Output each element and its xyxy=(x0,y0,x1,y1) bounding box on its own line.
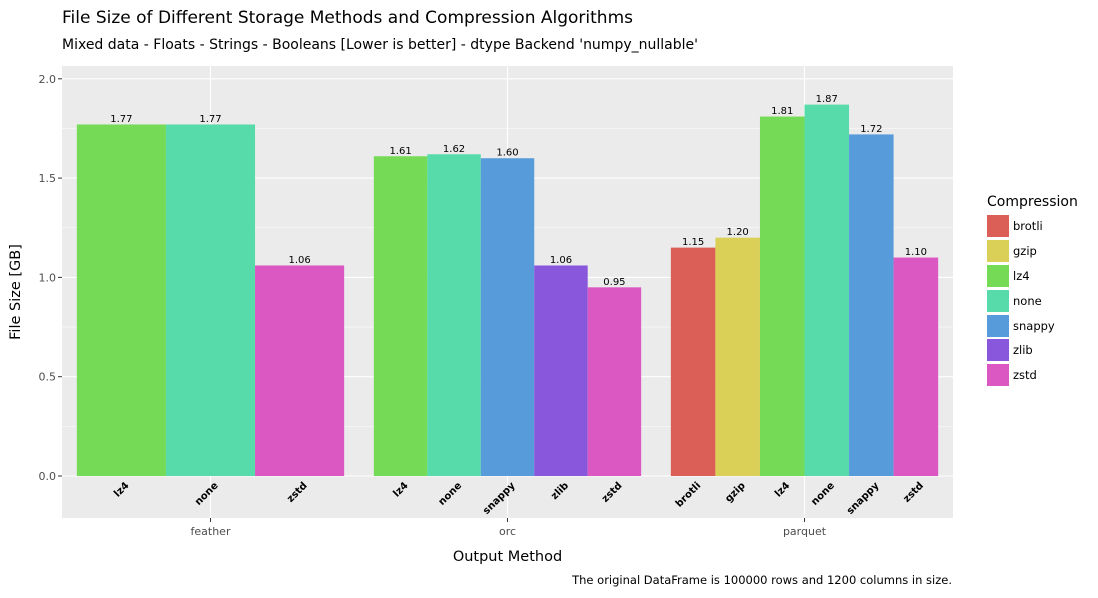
legend-items: brotli gzip lz4 none snappy zlib zstd xyxy=(987,214,1078,388)
legend-label: brotli xyxy=(1013,219,1043,234)
bar-value-label: 1.10 xyxy=(905,247,927,258)
legend-label: snappy xyxy=(1013,318,1055,333)
bar-value-label: 1.72 xyxy=(860,124,882,135)
bar-feather-lz4 xyxy=(76,124,166,476)
chart-caption: The original DataFrame is 100000 rows an… xyxy=(572,573,952,587)
legend-item-brotli: brotli xyxy=(987,214,1078,239)
legend-item-gzip: gzip xyxy=(987,239,1078,264)
legend-item-lz4: lz4 xyxy=(987,264,1078,289)
bar-orc-zlib xyxy=(534,265,588,476)
bar-value-label: 1.60 xyxy=(496,148,518,159)
legend-swatch xyxy=(987,339,1009,362)
bar-parquet-lz4 xyxy=(759,116,805,476)
bar-value-label: 0.95 xyxy=(603,277,625,288)
bar-value-label: 1.20 xyxy=(727,227,749,238)
y-tick-label: 1.5 xyxy=(39,172,57,185)
legend-label: gzip xyxy=(1013,244,1037,259)
bar-feather-zstd xyxy=(255,265,345,476)
bar-parquet-brotli xyxy=(670,247,716,476)
bar-parquet-gzip xyxy=(715,237,760,476)
x-axis-label: Output Method xyxy=(453,549,562,565)
legend-swatch xyxy=(987,264,1009,287)
bar-orc-snappy xyxy=(480,158,535,477)
bar-value-label: 1.81 xyxy=(771,106,793,117)
bar-orc-zstd xyxy=(587,287,642,476)
legend-swatch xyxy=(987,215,1009,238)
bars xyxy=(76,104,939,477)
bar-parquet-zstd xyxy=(893,257,939,476)
bar-value-label: 1.06 xyxy=(550,255,572,266)
bar-value-label: 1.77 xyxy=(199,114,221,125)
bar-parquet-snappy xyxy=(849,134,894,476)
legend-label: lz4 xyxy=(1013,268,1030,283)
value-labels: 1.77 1.77 1.06 1.61 1.62 1.60 1.06 0.95 1.15 1.20… xyxy=(110,94,927,288)
bar-orc-lz4 xyxy=(373,156,428,476)
bar-value-label: 1.06 xyxy=(288,255,310,266)
chart-title: File Size of Different Storage Methods a… xyxy=(62,8,633,28)
bar-feather-none xyxy=(165,124,256,476)
bar-orc-none xyxy=(427,154,481,476)
legend-swatch xyxy=(987,314,1009,337)
bar-value-label: 1.87 xyxy=(816,94,838,105)
bar-value-label: 1.61 xyxy=(389,146,411,157)
legend-swatch xyxy=(987,289,1009,312)
legend-item-snappy: snappy xyxy=(987,313,1078,338)
x-axis: feather orc parquet xyxy=(191,518,827,538)
y-tick-label: 2.0 xyxy=(39,73,57,86)
x-tick-label: parquet xyxy=(783,525,827,538)
legend-label: zstd xyxy=(1013,368,1037,383)
bar-parquet-none xyxy=(804,104,850,477)
legend-swatch xyxy=(987,364,1009,387)
y-tick-label: 0.5 xyxy=(39,371,57,384)
legend-swatch xyxy=(987,240,1009,263)
legend: Compression brotli gzip lz4 none snappy zlib z… xyxy=(987,194,1078,388)
legend-label: zlib xyxy=(1013,343,1033,358)
y-axis-label: File Size [GB] xyxy=(8,244,24,340)
bar-value-label: 1.62 xyxy=(443,144,465,155)
y-axis: 0.0 0.5 1.0 1.5 2.0 xyxy=(39,73,62,483)
bar-value-label: 1.77 xyxy=(110,114,132,125)
legend-title: Compression xyxy=(987,194,1078,210)
legend-item-none: none xyxy=(987,288,1078,313)
x-tick-label: orc xyxy=(499,525,516,538)
x-tick-label: feather xyxy=(191,525,231,538)
bar-value-label: 1.15 xyxy=(682,237,704,248)
y-tick-label: 1.0 xyxy=(39,271,57,284)
legend-item-zlib: zlib xyxy=(987,338,1078,363)
y-tick-label: 0.0 xyxy=(39,470,57,483)
legend-item-zstd: zstd xyxy=(987,363,1078,388)
chart-subtitle: Mixed data - Floats - Strings - Booleans… xyxy=(62,37,698,53)
legend-label: none xyxy=(1013,293,1042,308)
